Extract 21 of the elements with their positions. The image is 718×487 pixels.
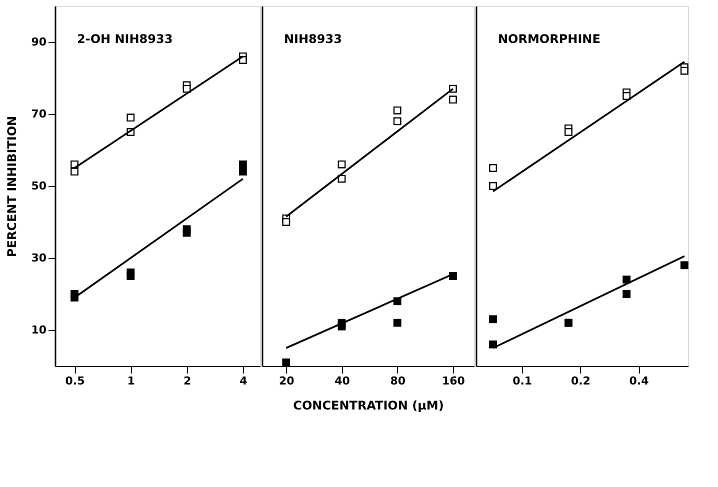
y-axis-title: PERCENT INHIBITION xyxy=(5,116,20,258)
x-axis-title: CONCENTRATION (μM) xyxy=(293,398,444,412)
x-tick-label: 40 xyxy=(334,374,350,388)
y-tick-label: 70 xyxy=(31,108,47,120)
x-tick-label: 2 xyxy=(183,374,192,388)
x-tick-label: 0.5 xyxy=(65,374,85,388)
x-tick-label: 1 xyxy=(127,374,135,388)
text: NORMORPHINE xyxy=(498,32,600,46)
y-tick-label: 10 xyxy=(31,324,47,336)
x-tick-label: 20 xyxy=(278,374,295,388)
y-tick-label: 50 xyxy=(31,180,47,192)
x-tick-label: 160 xyxy=(442,374,466,388)
y-tick-label: 90 xyxy=(31,36,47,48)
x-tick-label: 0.1 xyxy=(512,374,532,388)
text: 2-OH NIH8933 xyxy=(77,32,173,46)
x-tick-label: 0.4 xyxy=(629,374,650,388)
x-tick-label: 4 xyxy=(240,374,248,388)
y-tick-label: 30 xyxy=(31,252,47,264)
text: NIH8933 xyxy=(284,32,342,46)
x-tick-label: 80 xyxy=(390,374,406,388)
x-tick-label: 0.2 xyxy=(570,374,590,388)
